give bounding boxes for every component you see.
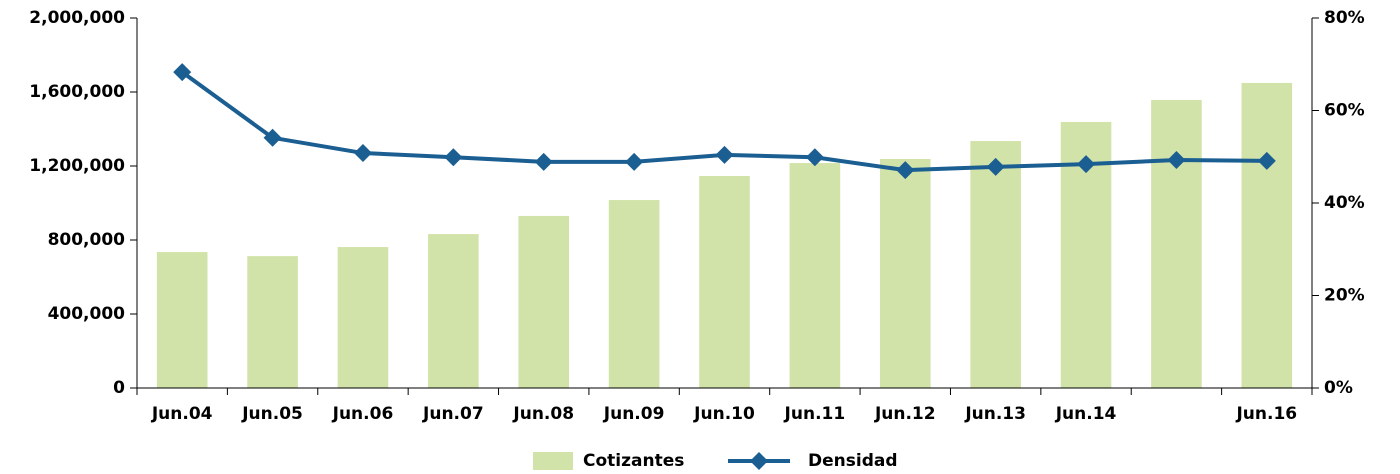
y2-tick-label: 40% xyxy=(1324,193,1365,213)
x-tick-label: Jun.07 xyxy=(422,404,484,424)
legend-marker xyxy=(750,452,768,470)
marker xyxy=(805,148,824,167)
x-tick-label: Jun.10 xyxy=(693,404,755,424)
bar xyxy=(247,256,298,388)
marker xyxy=(1077,155,1096,174)
marker xyxy=(1167,150,1186,169)
marker xyxy=(173,63,192,82)
x-tick-label: Jun.13 xyxy=(964,404,1026,424)
y-tick-label: 2,000,000 xyxy=(29,8,125,28)
y2-tick-label: 0% xyxy=(1324,378,1353,398)
marker xyxy=(1257,151,1276,170)
legend-label: Cotizantes xyxy=(583,451,684,471)
bar xyxy=(337,247,389,388)
bar xyxy=(879,158,931,388)
y2-tick-label: 20% xyxy=(1324,286,1365,306)
x-tick-label: Jun.14 xyxy=(1055,404,1117,424)
y-tick-label: 1,600,000 xyxy=(29,82,125,102)
legend-label: Densidad xyxy=(808,451,898,471)
legend-swatch xyxy=(533,452,573,470)
bar xyxy=(156,252,208,388)
y2-tick-label: 60% xyxy=(1324,101,1365,121)
x-tick-label: Jun.09 xyxy=(603,404,665,424)
marker xyxy=(986,157,1005,176)
y-tick-label: 0 xyxy=(113,378,125,398)
y-tick-label: 400,000 xyxy=(48,304,126,324)
x-tick-label: Jun.11 xyxy=(784,404,846,424)
bar xyxy=(428,234,479,388)
y2-tick-label: 80% xyxy=(1324,8,1365,28)
marker xyxy=(896,161,915,180)
bar xyxy=(789,163,841,388)
bar xyxy=(1151,99,1202,388)
bar xyxy=(1241,82,1293,388)
x-tick-label: Jun.16 xyxy=(1235,404,1297,424)
x-tick-label: Jun.08 xyxy=(512,404,574,424)
marker xyxy=(263,128,282,147)
x-tick-label: Jun.04 xyxy=(151,404,213,424)
marker xyxy=(715,145,734,164)
marker xyxy=(625,152,644,171)
bar xyxy=(518,215,570,388)
y-tick-label: 800,000 xyxy=(48,230,126,250)
x-tick-label: Jun.05 xyxy=(241,404,303,424)
x-tick-label: Jun.12 xyxy=(874,404,936,424)
bar xyxy=(608,200,660,388)
x-tick-label: Jun.06 xyxy=(332,404,394,424)
marker xyxy=(353,144,372,163)
y-tick-label: 1,200,000 xyxy=(29,156,125,176)
bar xyxy=(970,141,1021,388)
bar xyxy=(699,175,750,388)
marker xyxy=(534,152,553,171)
marker xyxy=(444,148,463,167)
